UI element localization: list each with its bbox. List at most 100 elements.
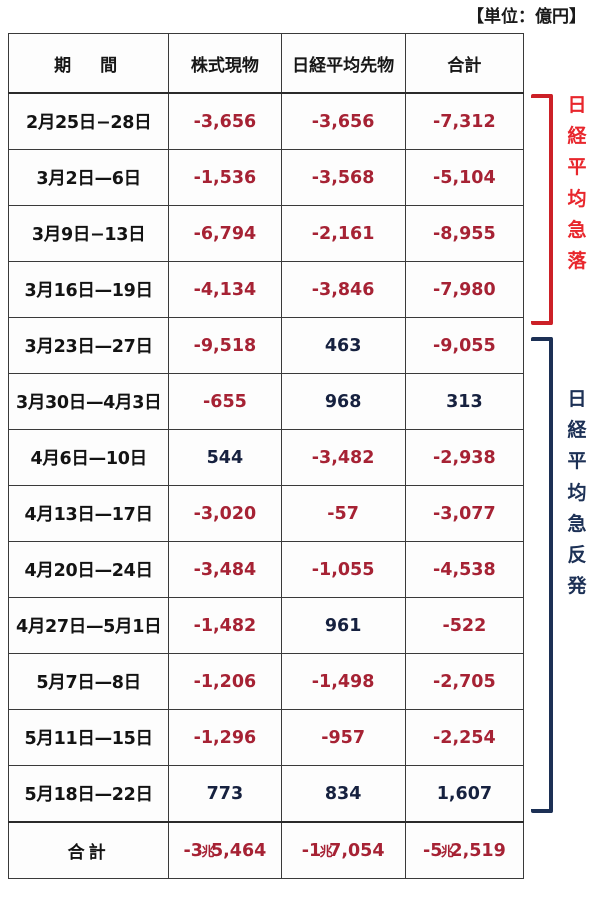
cell-period: 4月27日—5月1日 (7, 597, 170, 654)
cell-total-total-tail: 2,519 (450, 840, 506, 861)
cell-period: 5月18日—22日 (7, 765, 170, 823)
data-table-container: 期 間 株式現物 日経平均先物 合計 2月25日−28日 -3,656 -3,656… (7, 33, 525, 879)
cell-futures: -3,846 (280, 261, 406, 318)
table-row: 3月9日−13日 -6,794 -2,161 -8,955 (7, 205, 525, 262)
cell-total-total: -5兆2,519 (404, 821, 525, 879)
cell-futures: -3,656 (280, 92, 406, 150)
cell-futures: 968 (280, 373, 406, 430)
cell-futures: -1,498 (280, 653, 406, 710)
cell-futures: -57 (280, 485, 406, 542)
table-row: 3月16日—19日 -4,134 -3,846 -7,980 (7, 261, 525, 318)
column-header-spot: 株式現物 (168, 33, 282, 94)
foreign-investor-flows-table: 期 間 株式現物 日経平均先物 合計 2月25日−28日 -3,656 -3,656… (7, 33, 525, 879)
table-row: 4月27日—5月1日 -1,482 961 -522 (7, 597, 525, 654)
cell-total-futures-head: -1 (301, 840, 322, 861)
table-row: 4月20日—24日 -3,484 -1,055 -4,538 (7, 541, 525, 598)
cell-spot: 544 (168, 429, 282, 486)
cell-period: 4月20日—24日 (7, 541, 170, 598)
cell-spot: -3,656 (168, 92, 282, 150)
cell-futures: -3,482 (280, 429, 406, 486)
cell-period: 4月13日—17日 (7, 485, 170, 542)
cell-total: -2,705 (404, 653, 525, 710)
annotation-char: 発 (567, 575, 587, 597)
cell-total-futures: -1兆7,054 (280, 821, 406, 879)
cell-total: 1,607 (404, 765, 525, 823)
cell-period: 3月23日—27日 (7, 317, 170, 374)
cell-total: -7,980 (404, 261, 525, 318)
column-header-total: 合計 (404, 33, 525, 94)
cell-total: -7,312 (404, 92, 525, 150)
cell-spot: -9,518 (168, 317, 282, 374)
table-row: 3月30日—4月3日 -655 968 313 (7, 373, 525, 430)
cell-period: 5月7日—8日 (7, 653, 170, 710)
cell-spot: -655 (168, 373, 282, 430)
cell-spot: -1,482 (168, 597, 282, 654)
cell-total-total-head: -5 (422, 840, 443, 861)
cell-futures: -3,568 (280, 149, 406, 206)
cell-spot: -1,206 (168, 653, 282, 710)
table-row: 2月25日−28日 -3,656 -3,656 -7,312 (7, 92, 525, 150)
cell-total: -3,077 (404, 485, 525, 542)
cell-period: 4月6日—10日 (7, 429, 170, 486)
cell-total: -4,538 (404, 541, 525, 598)
column-header-futures: 日経平均先物 (280, 33, 406, 94)
cell-spot: -6,794 (168, 205, 282, 262)
table-header-row: 期 間 株式現物 日経平均先物 合計 (7, 33, 525, 94)
cell-futures: -2,161 (280, 205, 406, 262)
cell-spot: -3,020 (168, 485, 282, 542)
cell-spot: -1,536 (168, 149, 282, 206)
table-row: 5月11日—15日 -1,296 -957 -2,254 (7, 709, 525, 766)
cell-period: 3月9日−13日 (7, 205, 170, 262)
cell-total: -8,955 (404, 205, 525, 262)
cell-futures: 961 (280, 597, 406, 654)
unit-caption: 【単位：億円】 (467, 7, 586, 27)
bracket-crash (531, 94, 553, 325)
cell-spot: -1,296 (168, 709, 282, 766)
cell-period: 3月30日—4月3日 (7, 373, 170, 430)
cell-futures: 834 (280, 765, 406, 823)
cell-total-spot-tail: 5,464 (210, 840, 267, 861)
table-row: 3月23日—27日 -9,518 463 -9,055 (7, 317, 525, 374)
cell-period: 3月16日—19日 (7, 261, 170, 318)
cell-total-futures-cho-unit: 兆 (319, 844, 333, 860)
table-row: 3月2日—6日 -1,536 -3,568 -5,104 (7, 149, 525, 206)
cell-period: 5月11日—15日 (7, 709, 170, 766)
annotation-rebound-label: 日経平均急反発 (562, 390, 592, 608)
cell-spot: -4,134 (168, 261, 282, 318)
bracket-rebound (531, 337, 553, 813)
annotation-char: 反 (567, 544, 587, 566)
column-header-period-label: 期 間 (54, 55, 124, 76)
annotation-char: 均 (567, 482, 587, 504)
table-body: 2月25日−28日 -3,656 -3,656 -7,312 3月2日—6日 -1,536… (7, 92, 525, 879)
cell-spot: 773 (168, 765, 282, 823)
annotation-char: 均 (567, 188, 587, 210)
annotation-char: 急 (567, 513, 587, 535)
annotation-char: 急 (567, 219, 587, 241)
table-row: 4月13日—17日 -3,020 -57 -3,077 (7, 485, 525, 542)
cell-period: 2月25日−28日 (7, 92, 170, 150)
table-row: 5月18日—22日 773 834 1,607 (7, 765, 525, 823)
table-total-row: 合計 -3兆5,464 -1兆7,054 -5兆2,519 (7, 821, 525, 879)
cell-total: -2,938 (404, 429, 525, 486)
cell-total: -2,254 (404, 709, 525, 766)
cell-total: -9,055 (404, 317, 525, 374)
cell-futures: -1,055 (280, 541, 406, 598)
annotation-char: 日 (567, 388, 587, 410)
cell-spot: -3,484 (168, 541, 282, 598)
annotation-crash-label: 日経平均急落 (562, 96, 592, 283)
table-row: 5月7日—8日 -1,206 -1,498 -2,705 (7, 653, 525, 710)
cell-total: -522 (404, 597, 525, 654)
annotation-char: 落 (567, 250, 587, 272)
cell-total-label: 合計 (7, 821, 170, 879)
cell-total: 313 (404, 373, 525, 430)
annotation-char: 平 (567, 156, 587, 178)
annotation-char: 経 (567, 419, 587, 441)
cell-futures: -957 (280, 709, 406, 766)
annotation-char: 経 (567, 125, 587, 147)
cell-period: 3月2日—6日 (7, 149, 170, 206)
cell-futures: 463 (280, 317, 406, 374)
cell-total-spot: -3兆5,464 (168, 821, 282, 879)
table-row: 4月6日—10日 544 -3,482 -2,938 (7, 429, 525, 486)
cell-total-total-cho-unit: 兆 (440, 844, 454, 860)
annotation-char: 平 (567, 450, 587, 472)
